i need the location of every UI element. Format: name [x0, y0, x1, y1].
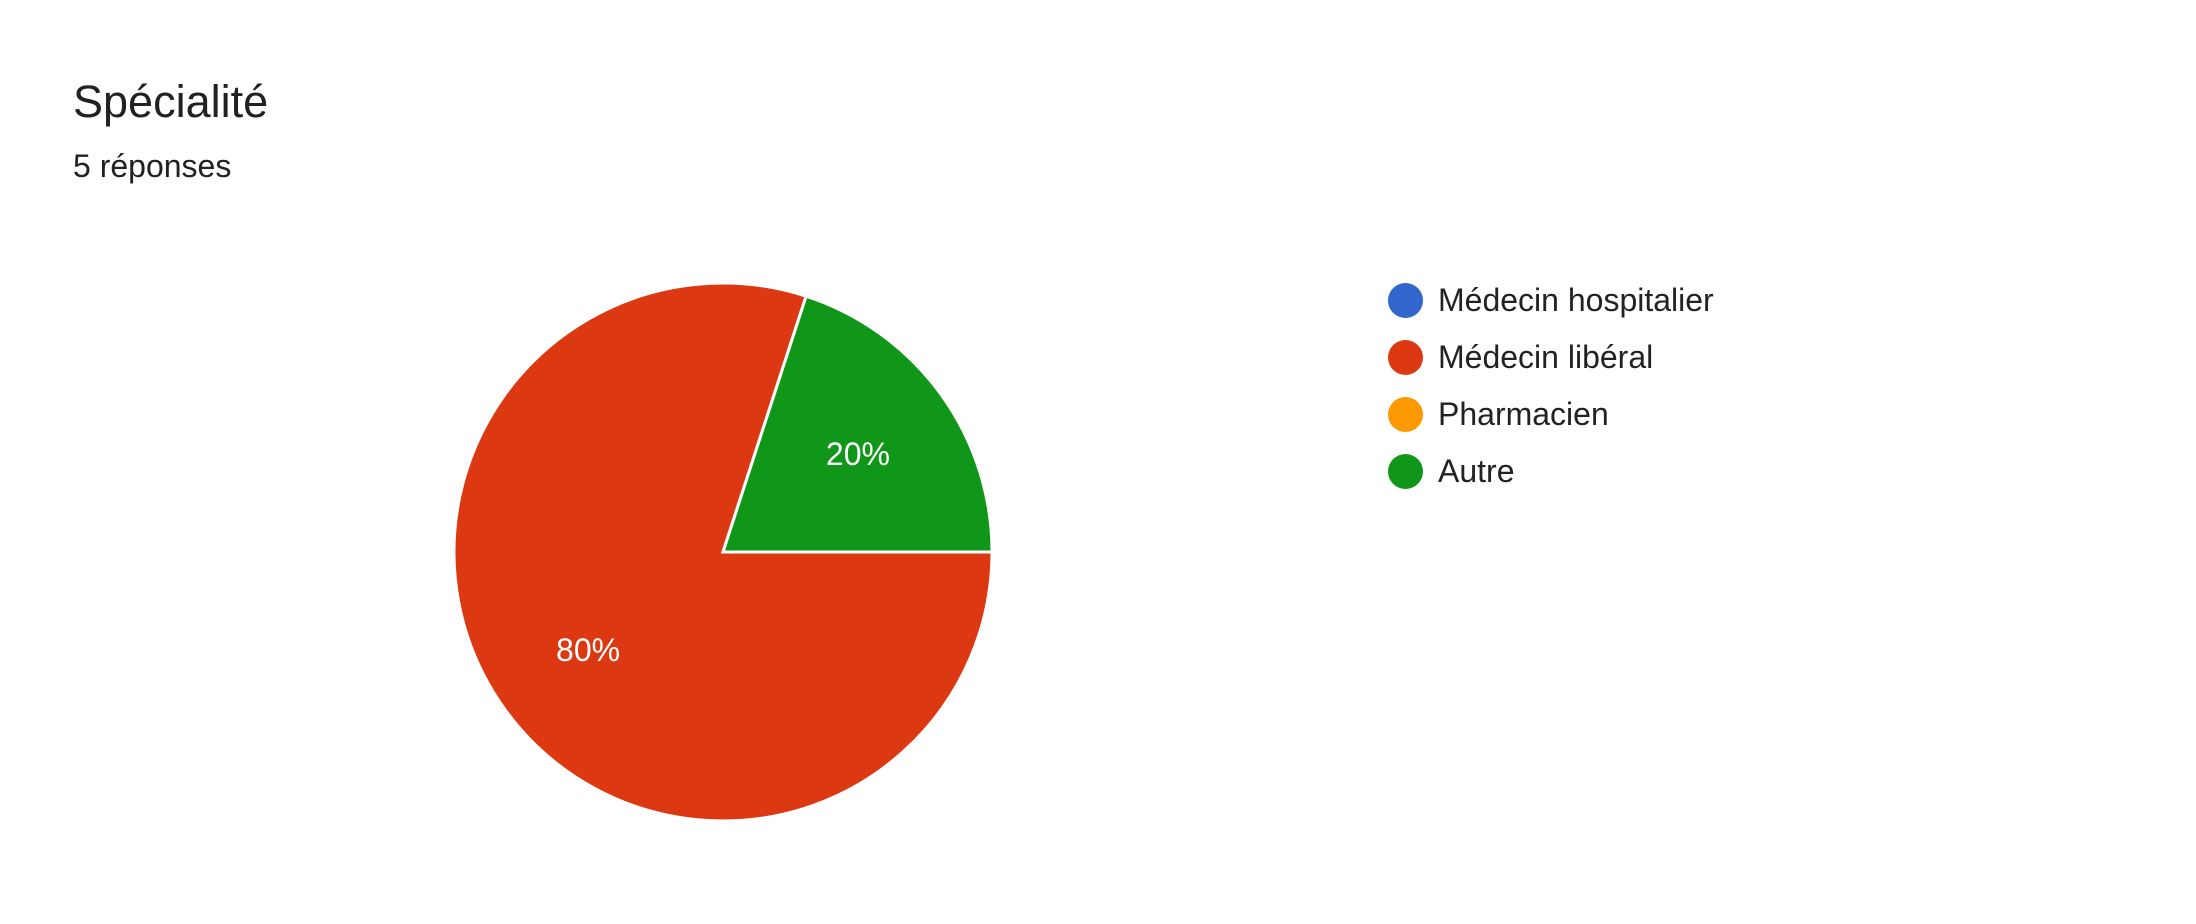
- slice-data-label: 80%: [556, 632, 620, 668]
- legend-swatch-icon: [1388, 396, 1423, 432]
- legend-swatch-icon: [1388, 453, 1423, 489]
- legend-item[interactable]: Médecin hospitalier: [1388, 280, 1714, 320]
- legend-label: Autre: [1438, 452, 1515, 489]
- pie-slice-autre[interactable]: [720, 294, 994, 554]
- legend-label: Pharmacien: [1438, 395, 1609, 432]
- slice-data-label: 20%: [826, 436, 890, 472]
- legend-label: Médecin hospitalier: [1438, 281, 1714, 318]
- legend-label: Médecin libéral: [1438, 338, 1654, 375]
- chart-title: Spécialité: [73, 76, 269, 127]
- legend-swatch-icon: [1388, 282, 1423, 318]
- legend-item[interactable]: Autre: [1388, 451, 1514, 491]
- legend-item[interactable]: Pharmacien: [1388, 394, 1609, 434]
- legend-item[interactable]: Médecin libéral: [1388, 337, 1653, 377]
- legend-swatch-icon: [1388, 339, 1423, 375]
- response-count: 5 réponses: [73, 148, 232, 184]
